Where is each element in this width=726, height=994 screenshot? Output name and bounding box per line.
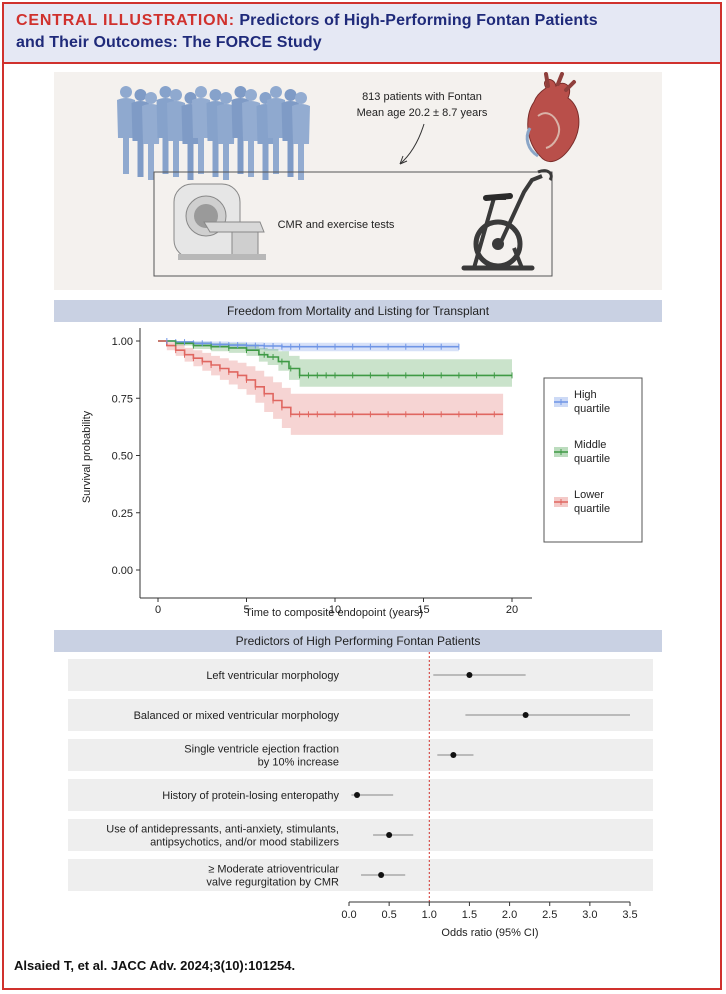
flow-arrow-line	[399, 123, 425, 165]
study-overview-graphic: 813 patients with Fontan Mean age 20.2 ±…	[117, 72, 580, 277]
flow-arrow-head	[399, 155, 408, 165]
title-text: Predictors of High-Performing Fontan Pat…	[234, 12, 598, 29]
person-icon	[117, 86, 135, 174]
tests-box	[153, 171, 553, 277]
km-chart-title: Freedom from Mortality and Listing for T…	[54, 300, 662, 322]
study-overview-panel: 813 patients with Fontan Mean age 20.2 ±…	[54, 72, 662, 290]
page-title-line2: and Their Outcomes: The FORCE Study	[16, 34, 322, 51]
header: CENTRAL ILLUSTRATION: Predictors of High…	[4, 4, 720, 64]
patients-count-text: 813 patients with Fontan	[362, 91, 482, 103]
person-icon	[217, 92, 235, 180]
heart-icon	[525, 72, 580, 163]
citation: Alsaied T, et al. JACC Adv. 2024;3(10):1…	[14, 958, 296, 973]
person-icon	[242, 89, 260, 177]
page-title-line1: CENTRAL ILLUSTRATION: Predictors of High…	[16, 12, 598, 30]
mri-scanner-icon	[173, 183, 266, 260]
forest-chart-title: Predictors of High Performing Fontan Pat…	[54, 630, 662, 652]
person-icon	[267, 86, 285, 174]
tests-label: CMR and exercise tests	[278, 219, 395, 231]
person-icon	[167, 89, 185, 177]
exercise-bike-icon	[461, 169, 553, 271]
person-icon	[192, 86, 210, 174]
patients-crowd-icon	[117, 86, 310, 180]
title-prefix: CENTRAL ILLUSTRATION:	[16, 12, 235, 29]
person-icon	[142, 92, 160, 180]
person-icon	[292, 92, 310, 180]
patients-age-text: Mean age 20.2 ± 8.7 years	[357, 107, 488, 119]
